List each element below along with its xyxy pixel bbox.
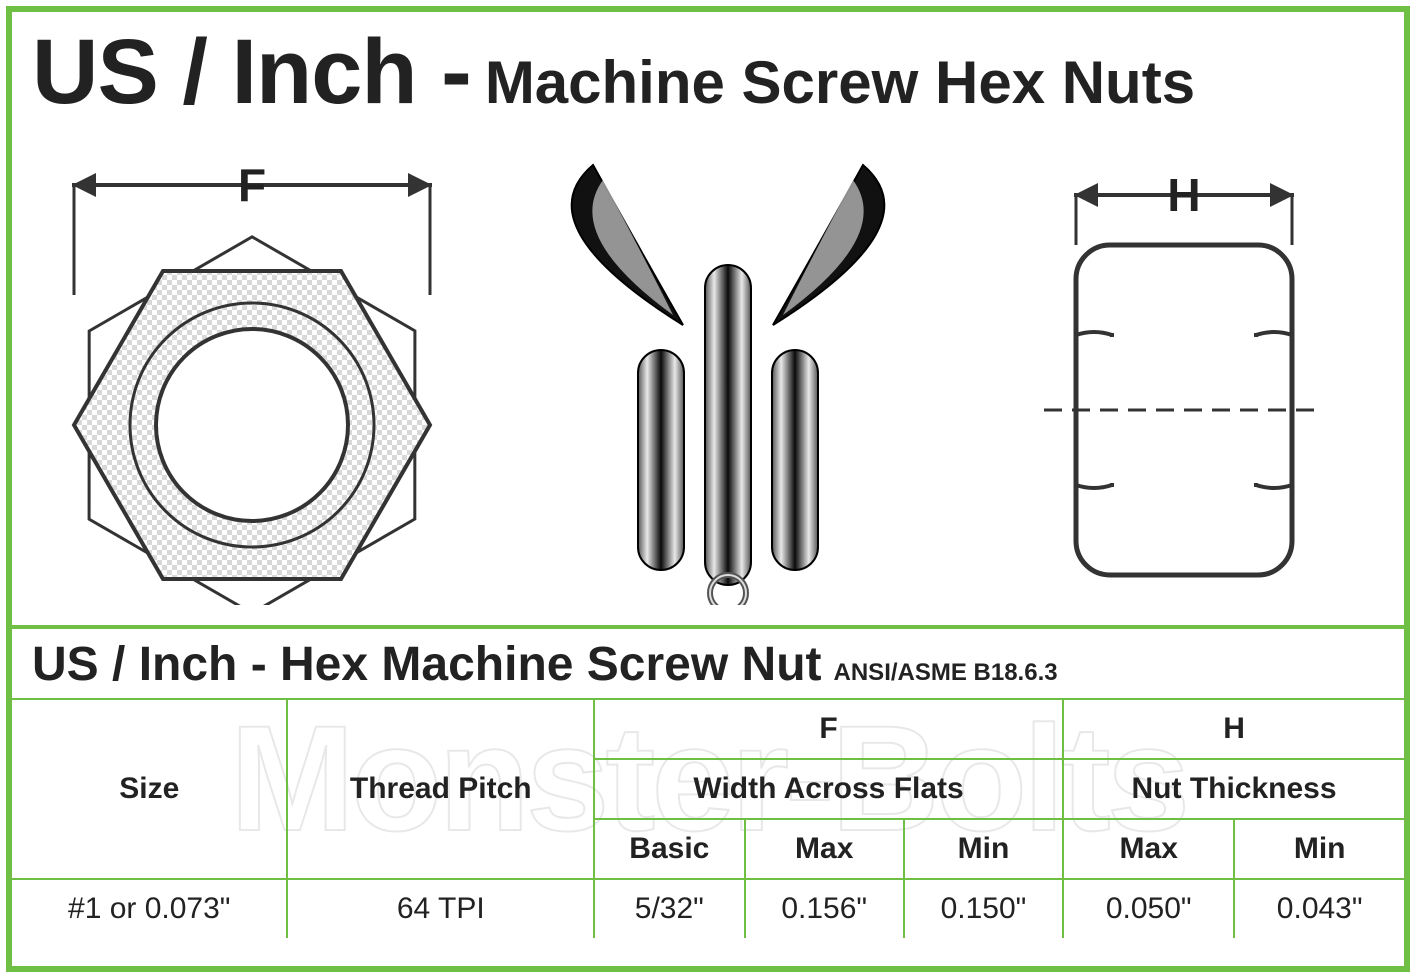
th-h: H [1063, 699, 1404, 759]
title-left: US / Inch - [32, 20, 471, 125]
th-width-across-flats: Width Across Flats [594, 759, 1063, 819]
section-title-row: US / Inch - Hex Machine Screw Nut ANSI/A… [12, 625, 1404, 698]
title-right: Machine Screw Hex Nuts [485, 48, 1195, 117]
spec-table: Size Thread Pitch F H Width Across Flats… [12, 698, 1404, 938]
th-thread-pitch: Thread Pitch [287, 699, 594, 879]
td-size: #1 or 0.073" [12, 879, 287, 938]
th-basic: Basic [594, 819, 745, 879]
page-title-row: US / Inch - Machine Screw Hex Nuts [12, 12, 1404, 125]
hex-nut-top-view: F [52, 145, 452, 605]
brand-logo-icon [503, 145, 953, 605]
td-h-min: 0.043" [1234, 879, 1404, 938]
th-nut-thickness: Nut Thickness [1063, 759, 1404, 819]
td-f-min: 0.150" [904, 879, 1063, 938]
h-label: H [1167, 169, 1200, 221]
td-f-basic: 5/32" [594, 879, 745, 938]
td-h-max: 0.050" [1063, 879, 1234, 938]
th-f: F [594, 699, 1063, 759]
outer-frame: US / Inch - Machine Screw Hex Nuts F [6, 6, 1410, 972]
th-f-max: Max [745, 819, 904, 879]
section-title: US / Inch - Hex Machine Screw Nut [32, 637, 822, 692]
hex-nut-side-view: H [1004, 145, 1364, 605]
th-size: Size [12, 699, 287, 879]
f-label: F [238, 159, 266, 211]
th-h-max: Max [1063, 819, 1234, 879]
td-f-max: 0.156" [745, 879, 904, 938]
th-h-min: Min [1234, 819, 1404, 879]
th-f-min: Min [904, 819, 1063, 879]
diagram-area: F [12, 125, 1404, 625]
section-standard: ANSI/ASME B18.6.3 [834, 659, 1058, 687]
td-thread-pitch: 64 TPI [287, 879, 594, 938]
table-row: #1 or 0.073" 64 TPI 5/32" 0.156" 0.150" … [12, 879, 1404, 938]
